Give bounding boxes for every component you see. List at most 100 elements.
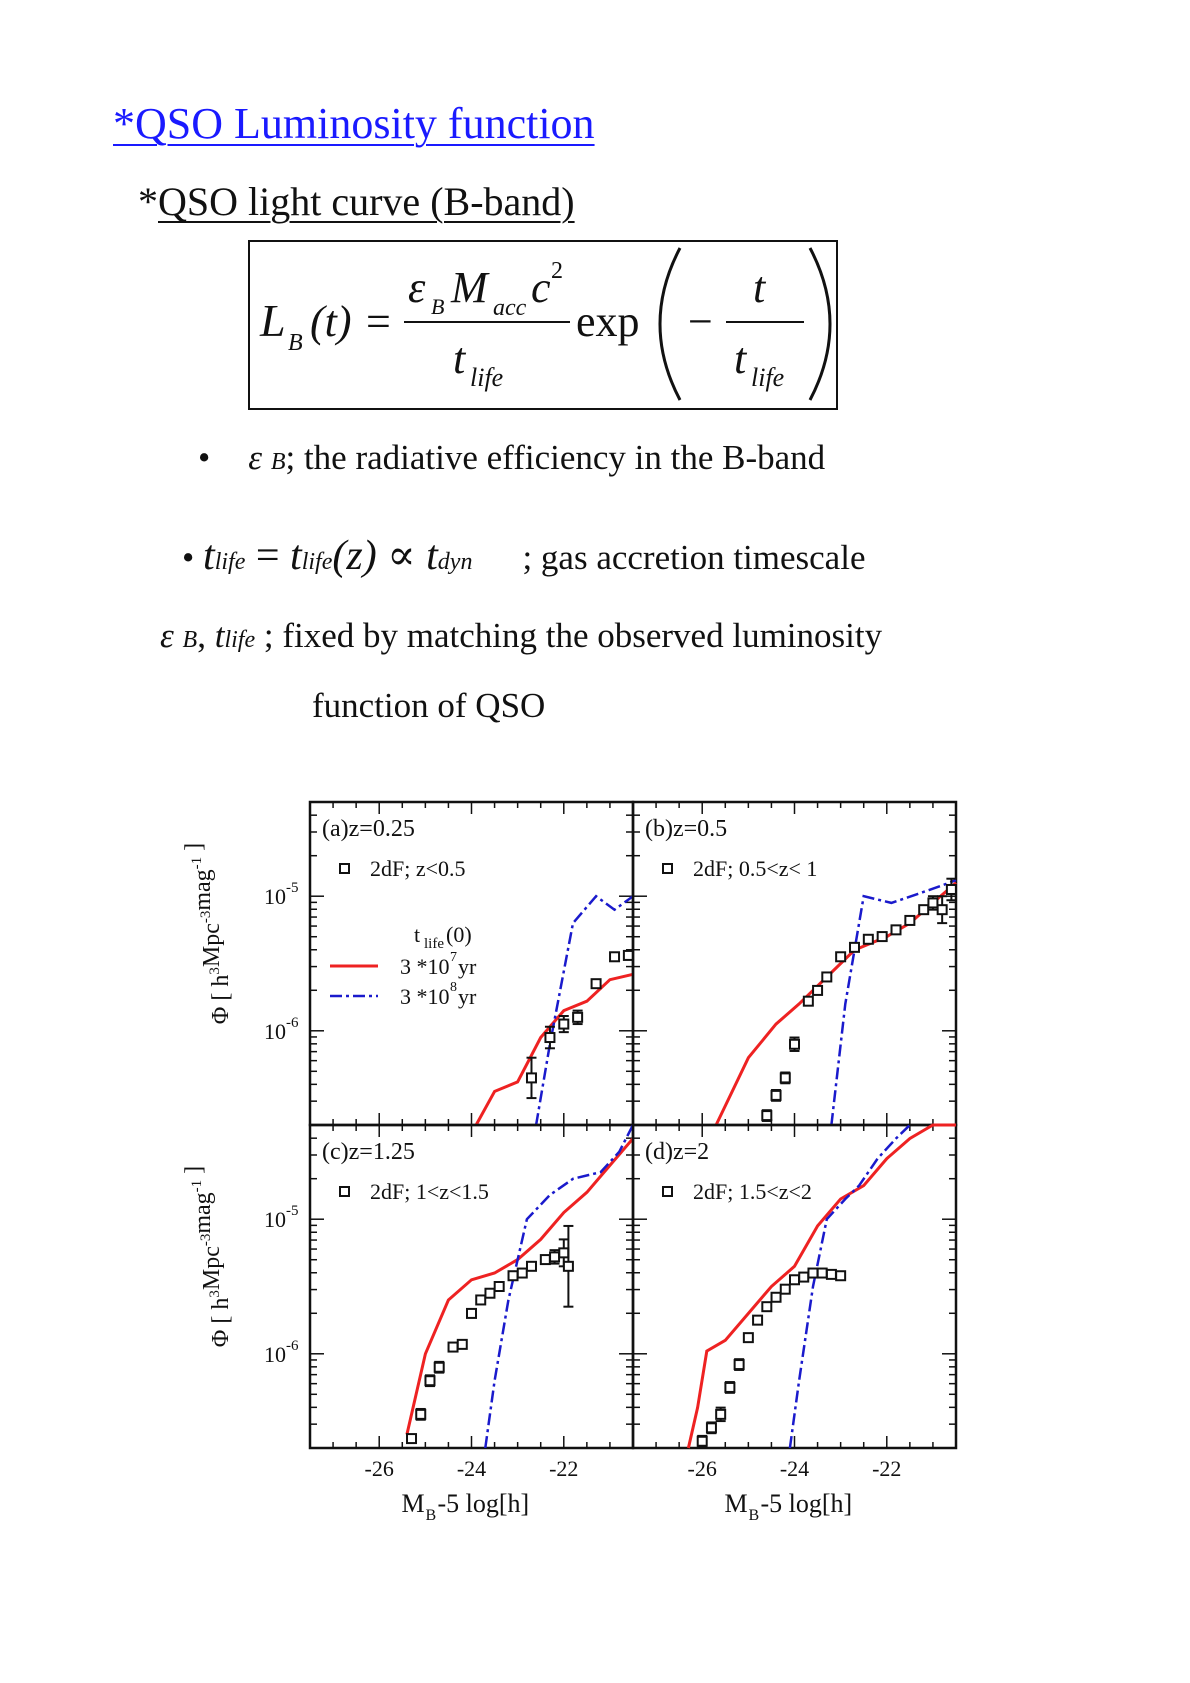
blue-model-line xyxy=(788,1124,911,1449)
data-point xyxy=(525,1072,537,1084)
subtitle-text: QSO light curve (B-band) xyxy=(158,179,575,224)
data-point xyxy=(507,1270,519,1282)
y-axis-label-part: mag xyxy=(190,1192,216,1233)
data-point xyxy=(456,1338,468,1350)
tlife-arg: (z) xyxy=(332,533,377,579)
bullet-tlife: • tlife = tlife(z) ∝ tdyn; gas accretion… xyxy=(182,530,865,580)
function-of-qso-line: function of QSO xyxy=(312,686,546,725)
eps-sub: B xyxy=(182,627,198,653)
tlife-sub2: life xyxy=(301,549,333,575)
panel-label: (c)z=1.25 xyxy=(322,1139,415,1165)
data-point xyxy=(789,1274,800,1286)
y-axis-label-sup: -3 xyxy=(198,911,214,924)
x-axis-label-main: M xyxy=(402,1489,425,1518)
chart-root: (a)z=0.25 2dF; z<0.5 (b)z=0.5 2dF; 0.5<z< 1… xyxy=(181,800,958,1524)
data-point xyxy=(936,904,948,916)
data-point xyxy=(525,1260,537,1272)
y-axis-label-part: Mpc xyxy=(199,923,225,967)
y-axis-label-part: ] xyxy=(181,1166,207,1180)
tlife-t: t xyxy=(203,533,215,579)
data-point xyxy=(761,1301,773,1313)
x-tick-label: -24 xyxy=(457,1456,486,1481)
bullet-dot: • xyxy=(182,538,195,577)
x-axis-label-main: M xyxy=(725,1489,748,1518)
data-point xyxy=(862,933,874,945)
formula-L-sub: B xyxy=(288,330,303,356)
legend-data-marker xyxy=(339,1186,350,1197)
x-tick-label: -22 xyxy=(549,1456,578,1481)
formula-L-arg: (t) xyxy=(310,297,352,346)
formula-inner-num: t xyxy=(753,263,767,312)
y-tick-label-base: 10 xyxy=(264,1342,286,1367)
data-point xyxy=(622,949,634,961)
legend-blue-label: 3 *10 xyxy=(400,984,450,1009)
formula-den-t: t xyxy=(453,334,467,383)
tlife-sub: life xyxy=(224,627,256,653)
x-tick-label: -26 xyxy=(688,1456,717,1481)
y-tick-label-base: 10 xyxy=(264,1019,286,1044)
formula-inner-den-sub: life xyxy=(751,363,784,392)
data-point xyxy=(904,914,916,926)
legend-blue-sup: 8 xyxy=(450,980,457,995)
y-axis-label-part: mag xyxy=(190,869,216,910)
data-point xyxy=(558,1018,570,1030)
data-point xyxy=(927,897,939,909)
blue-model-line xyxy=(534,894,634,1126)
y-tick-label-exp: -5 xyxy=(286,880,299,896)
data-point xyxy=(406,1433,418,1445)
tdyn-sub: dyn xyxy=(437,549,473,575)
data-point xyxy=(742,1332,754,1344)
data-point xyxy=(549,1251,561,1263)
data-point xyxy=(475,1294,487,1306)
data-point xyxy=(415,1408,427,1420)
data-point xyxy=(715,1408,727,1420)
tlife-equals: = xyxy=(245,533,291,579)
blue-model-line xyxy=(830,878,957,1126)
red-model-line xyxy=(714,881,957,1126)
bullet-eps-b: • ε B; the radiative efficiency in the B-… xyxy=(198,438,825,478)
proportional-symbol: ∝ xyxy=(376,533,427,579)
data-point xyxy=(696,1435,708,1447)
bullet-eps-text: ; the radiative efficiency in the B-band xyxy=(285,438,826,477)
data-point xyxy=(821,971,833,983)
x-tick-label: -22 xyxy=(872,1456,901,1481)
panel-data-label: 2dF; 1<z<1.5 xyxy=(370,1179,489,1204)
y-axis-label-part: [ h xyxy=(208,1298,234,1324)
tlife-t2: t xyxy=(290,533,302,579)
legend-red-sup: 7 xyxy=(450,950,457,965)
light-curve-formula: L B (t) = ε B M acc c 2 t life exp − t t… xyxy=(259,247,832,401)
data-point xyxy=(945,883,957,895)
data-point xyxy=(558,1247,570,1259)
formula-eps: ε xyxy=(408,263,426,312)
data-point xyxy=(835,951,847,963)
panel-label: (b)z=0.5 xyxy=(645,816,727,842)
data-point xyxy=(779,1283,791,1295)
data-point xyxy=(424,1375,436,1387)
subtitle: *QSO light curve (B-band) xyxy=(138,178,575,225)
eps-sub: B xyxy=(270,449,286,475)
legend-header-t: t xyxy=(414,922,420,947)
data-point xyxy=(876,931,888,943)
panel-label: (d)z=2 xyxy=(645,1139,709,1165)
formula-c-sup: 2 xyxy=(551,258,563,284)
panel-frame xyxy=(308,1123,635,1450)
legend-header-sub: life xyxy=(424,936,444,952)
data-point xyxy=(562,1260,574,1272)
formula-right-paren xyxy=(808,247,832,401)
fixed-by-line: ε B, tlife ; fixed by matching the obser… xyxy=(160,616,882,656)
panel-data-label: 2dF; z<0.5 xyxy=(370,856,466,881)
data-point xyxy=(484,1287,496,1299)
subtitle-star: * xyxy=(138,179,158,224)
data-point xyxy=(544,1032,556,1044)
y-tick-label-exp: -6 xyxy=(286,1015,299,1031)
y-axis-label: Φ [ h3Mpc-3mag-1 ] xyxy=(181,1166,234,1347)
panel-data-label: 2dF; 0.5<z< 1 xyxy=(693,856,817,881)
data-point xyxy=(433,1361,445,1373)
formula-minus: − xyxy=(688,297,713,346)
y-axis-label-sup: -3 xyxy=(198,1234,214,1247)
tdyn-t: t xyxy=(426,533,438,579)
data-point xyxy=(590,978,602,990)
data-point xyxy=(779,1072,791,1084)
legend-data-marker xyxy=(662,863,673,874)
formula-eps-sub: B xyxy=(431,294,444,319)
